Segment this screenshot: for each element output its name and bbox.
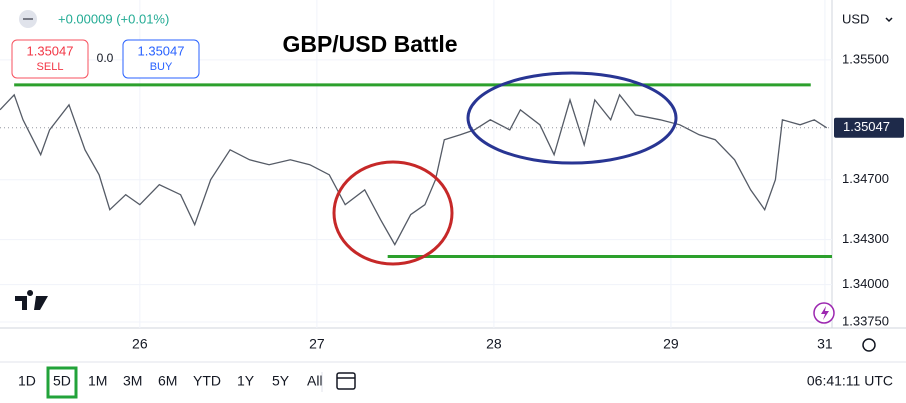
y-tick-label: 1.34300 bbox=[842, 231, 889, 246]
red-ellipse bbox=[332, 160, 454, 266]
buy-label: BUY bbox=[150, 61, 173, 73]
dropdown-arrow bbox=[885, 17, 893, 23]
last-price-tag bbox=[834, 117, 904, 138]
currency-select[interactable]: USD bbox=[842, 11, 869, 26]
clock: 06:41:11 UTC bbox=[807, 373, 893, 389]
range-selected bbox=[46, 366, 78, 399]
x-tick-label: 29 bbox=[663, 336, 679, 352]
spread: 0.0 bbox=[97, 51, 114, 65]
sell-button[interactable] bbox=[11, 39, 89, 79]
x-tick-label: 28 bbox=[486, 336, 502, 352]
y-tick-label: 1.33750 bbox=[842, 313, 889, 328]
range-button[interactable]: All bbox=[307, 373, 323, 389]
date-range-icon[interactable] bbox=[336, 372, 356, 390]
range-button[interactable]: YTD bbox=[193, 373, 221, 389]
price-line bbox=[0, 93, 828, 246]
settings-icon[interactable] bbox=[862, 338, 876, 352]
price-change: +0.00009 (+0.01%) bbox=[58, 11, 169, 26]
range-button[interactable]: 1Y bbox=[237, 373, 255, 389]
chart-title: GBP/USD Battle bbox=[282, 31, 457, 57]
last-price-label: 1.35047 bbox=[843, 119, 890, 134]
bolt bbox=[821, 306, 829, 320]
sell-label: SELL bbox=[37, 61, 64, 73]
range-button[interactable]: 1D bbox=[18, 373, 36, 389]
range-button[interactable]: 5Y bbox=[272, 373, 290, 389]
x-tick-label: 26 bbox=[132, 336, 148, 352]
sell-price: 1.35047 bbox=[27, 43, 74, 58]
y-tick-label: 1.34000 bbox=[842, 276, 889, 291]
x-tick-label: 31 bbox=[817, 336, 833, 352]
collapse-icon bbox=[23, 18, 33, 20]
x-tick-label: 27 bbox=[309, 336, 325, 352]
range-button[interactable]: 5D bbox=[53, 373, 71, 389]
y-tick-label: 1.34700 bbox=[842, 171, 889, 186]
range-button[interactable]: 1M bbox=[88, 373, 107, 389]
range-button[interactable]: 3M bbox=[123, 373, 142, 389]
y-tick-label: 1.35500 bbox=[842, 51, 889, 66]
tv-logo bbox=[15, 290, 48, 310]
buy-price: 1.35047 bbox=[138, 43, 185, 58]
toolbar: 1D 5D 1M 3M 6M YTD 1Y 5Y All bbox=[18, 366, 323, 399]
buy-button[interactable] bbox=[122, 39, 200, 79]
blue-ellipse bbox=[466, 71, 678, 165]
range-button[interactable]: 6M bbox=[158, 373, 177, 389]
